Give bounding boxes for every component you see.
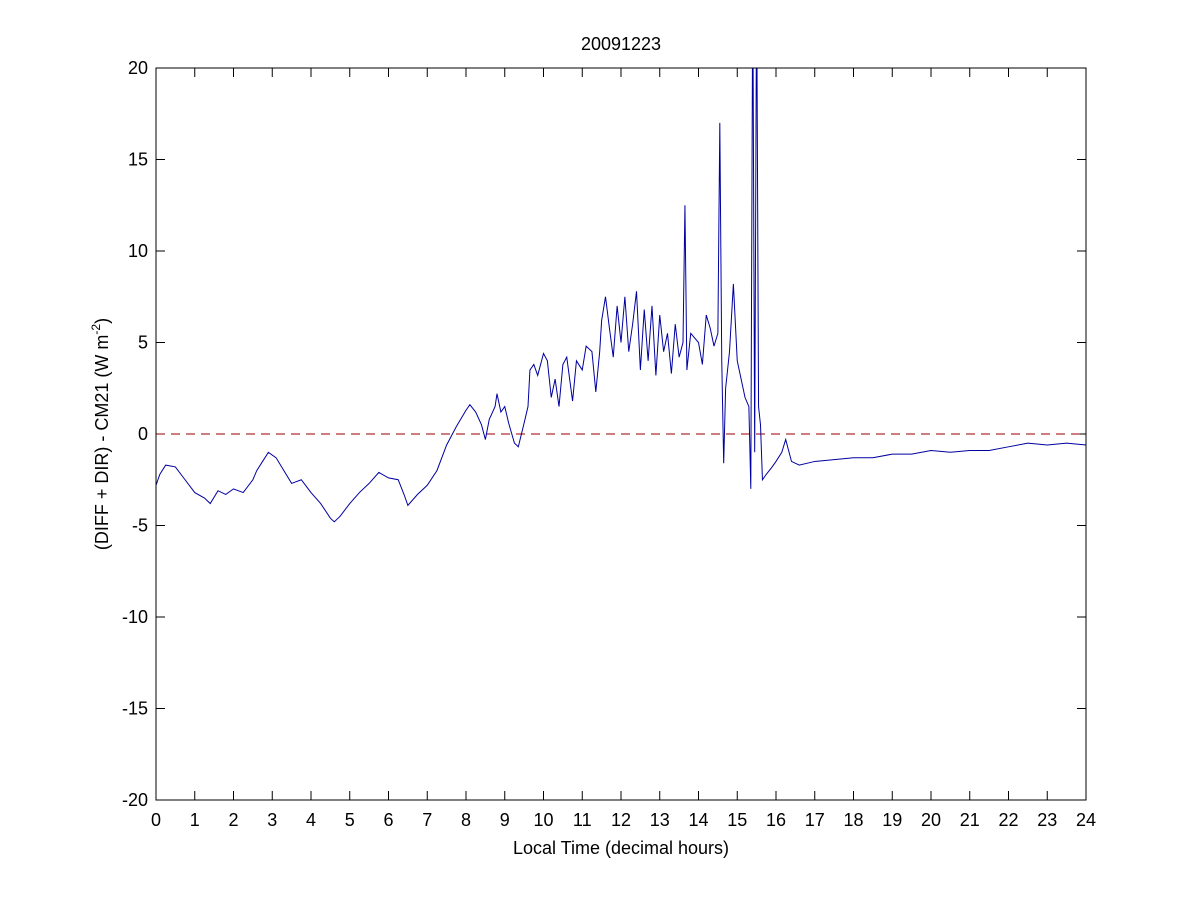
data-line xyxy=(156,68,1086,523)
x-tick-label: 13 xyxy=(650,810,670,830)
y-axis-label: (DIFF + DIR) - CM21 (W m-2) xyxy=(89,318,112,550)
x-tick-label: 7 xyxy=(422,810,432,830)
y-tick-label: -15 xyxy=(122,699,148,719)
x-tick-label: 3 xyxy=(267,810,277,830)
x-tick-label: 20 xyxy=(921,810,941,830)
chart-title: 20091223 xyxy=(581,34,661,54)
x-tick-label: 19 xyxy=(882,810,902,830)
plot-frame xyxy=(155,67,1087,801)
x-tick-label: 22 xyxy=(998,810,1018,830)
y-axis-label-main: (DIFF + DIR) - CM21 (W m xyxy=(92,335,112,550)
x-tick-label: 18 xyxy=(843,810,863,830)
y-tick-label: 15 xyxy=(128,150,148,170)
x-tick-label: 0 xyxy=(151,810,161,830)
y-tick-label: 0 xyxy=(138,424,148,444)
y-tick-label: 20 xyxy=(128,58,148,78)
x-tick-label: 16 xyxy=(766,810,786,830)
y-tick-label: -10 xyxy=(122,607,148,627)
x-tick-label: 1 xyxy=(190,810,200,830)
x-tick-label: 4 xyxy=(306,810,316,830)
x-tick-label: 2 xyxy=(228,810,238,830)
y-tick-label: 5 xyxy=(138,333,148,353)
x-tick-label: 10 xyxy=(533,810,553,830)
x-tick-label: 24 xyxy=(1076,810,1096,830)
x-tick-label: 5 xyxy=(345,810,355,830)
y-tick-label: -5 xyxy=(132,516,148,536)
y-tick-label: -20 xyxy=(122,790,148,810)
x-tick-label: 12 xyxy=(611,810,631,830)
x-tick-label: 14 xyxy=(688,810,708,830)
x-tick-label: 21 xyxy=(960,810,980,830)
x-tick-label: 9 xyxy=(500,810,510,830)
x-tick-label: 8 xyxy=(461,810,471,830)
x-tick-label: 6 xyxy=(383,810,393,830)
x-tick-label: 17 xyxy=(805,810,825,830)
x-axis-label: Local Time (decimal hours) xyxy=(513,838,729,858)
x-tick-label: 15 xyxy=(727,810,747,830)
x-tick-label: 23 xyxy=(1037,810,1057,830)
x-tick-label: 11 xyxy=(573,810,592,830)
y-tick-label: 10 xyxy=(128,241,148,261)
y-axis-label-end: ) xyxy=(92,318,112,324)
y-axis-label-sup: -2 xyxy=(89,324,103,335)
